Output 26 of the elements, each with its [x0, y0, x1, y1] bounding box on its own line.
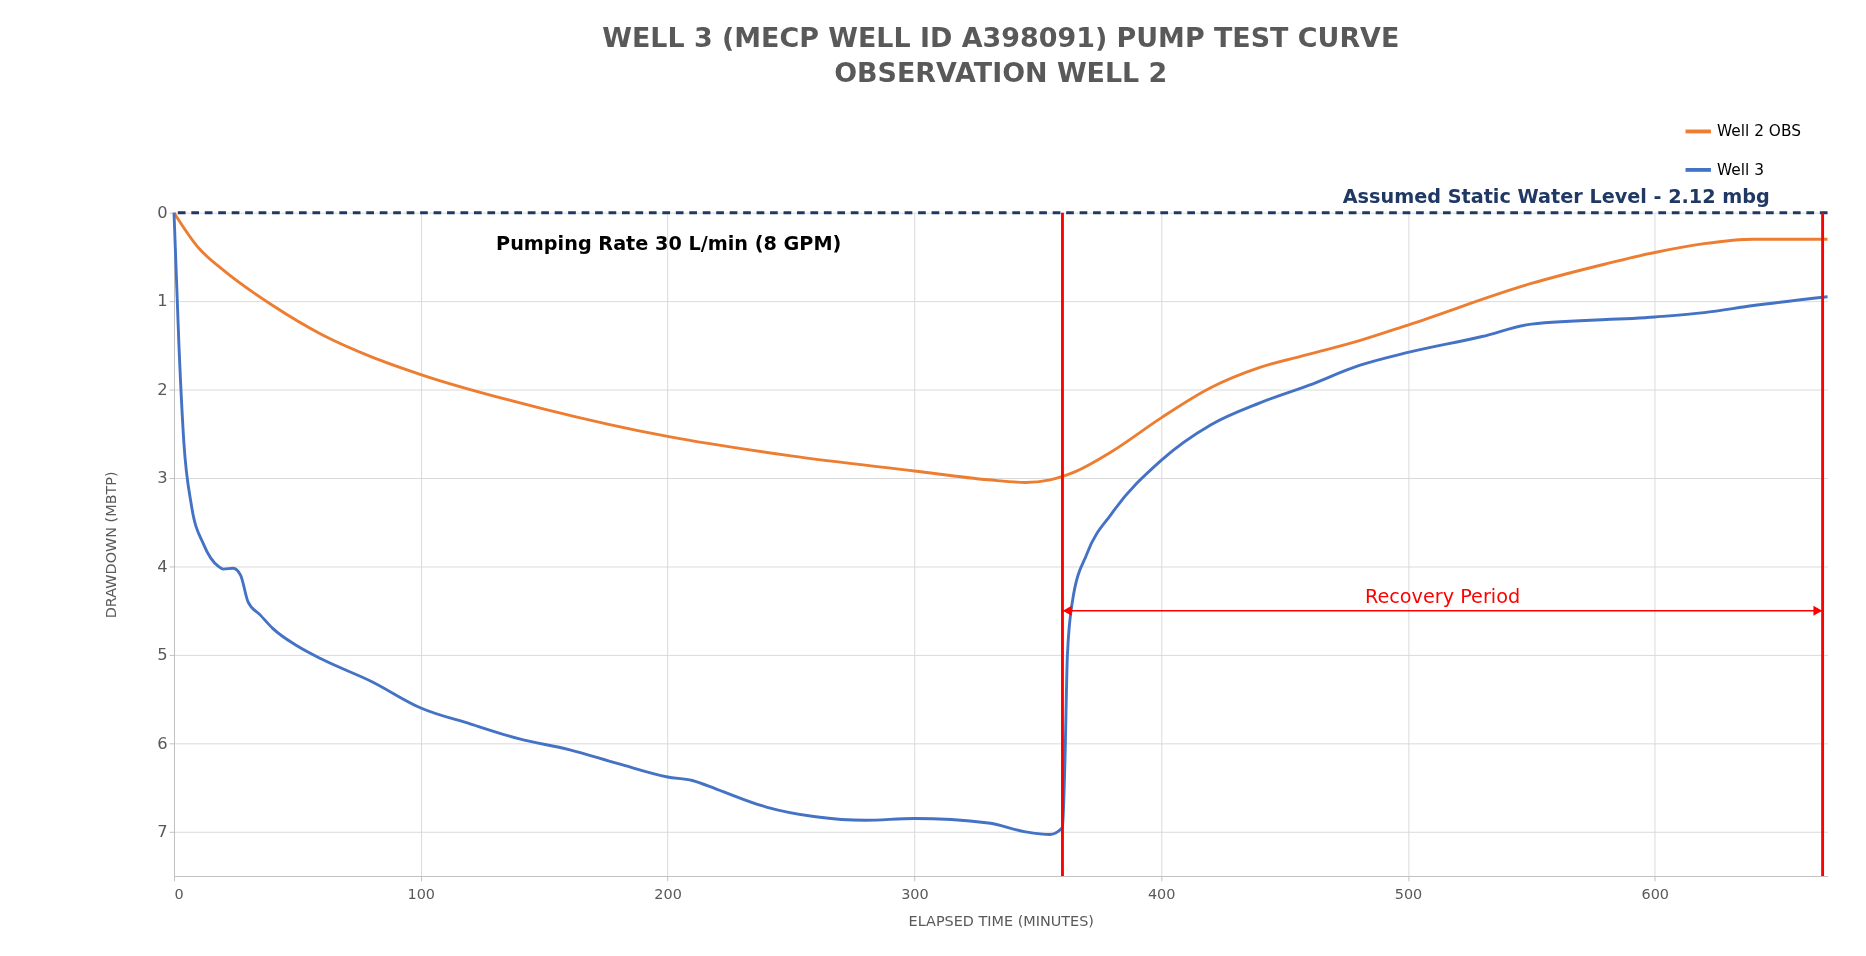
annotation: Recovery Period — [1364, 585, 1521, 608]
x-tick-label: 100 — [407, 885, 436, 902]
ref-line-label: Assumed Static Water Level - 2.12 mbg — [1342, 185, 1770, 209]
y-tick-label: 7 — [157, 822, 168, 842]
legend-label: Well 2 OBS — [1716, 122, 1801, 141]
x-tick-label: 0 — [174, 885, 184, 902]
chart-subtitle: OBSERVATION WELL 2 — [834, 56, 1168, 88]
annotation: Pumping Rate 30 L/min (8 GPM) — [496, 232, 842, 256]
y-axis-title: DRAWDOWN (MBTP) — [103, 471, 120, 619]
x-tick-label: 300 — [901, 885, 929, 902]
y-tick-label: 1 — [157, 291, 168, 311]
line-series — [172, 211, 1829, 836]
legend-label: Well 3 — [1716, 160, 1764, 179]
y-tick-label: 2 — [157, 379, 168, 399]
line-series — [172, 211, 1829, 484]
x-tick-label: 200 — [654, 885, 682, 902]
y-tick-label: 3 — [157, 468, 168, 488]
chart-title: WELL 3 (MECP WELL ID A398091) PUMP TEST CURVE — [602, 22, 1400, 54]
x-tick-label: 500 — [1394, 885, 1423, 902]
x-tick-label: 600 — [1641, 885, 1670, 902]
y-tick-label: 6 — [157, 733, 168, 753]
y-tick-label: 5 — [157, 645, 168, 665]
x-axis-title: ELAPSED TIME (MINUTES) — [908, 913, 1094, 930]
y-tick-label: 0 — [157, 202, 168, 222]
x-tick-label: 400 — [1147, 885, 1176, 902]
y-tick-label: 4 — [157, 556, 168, 576]
